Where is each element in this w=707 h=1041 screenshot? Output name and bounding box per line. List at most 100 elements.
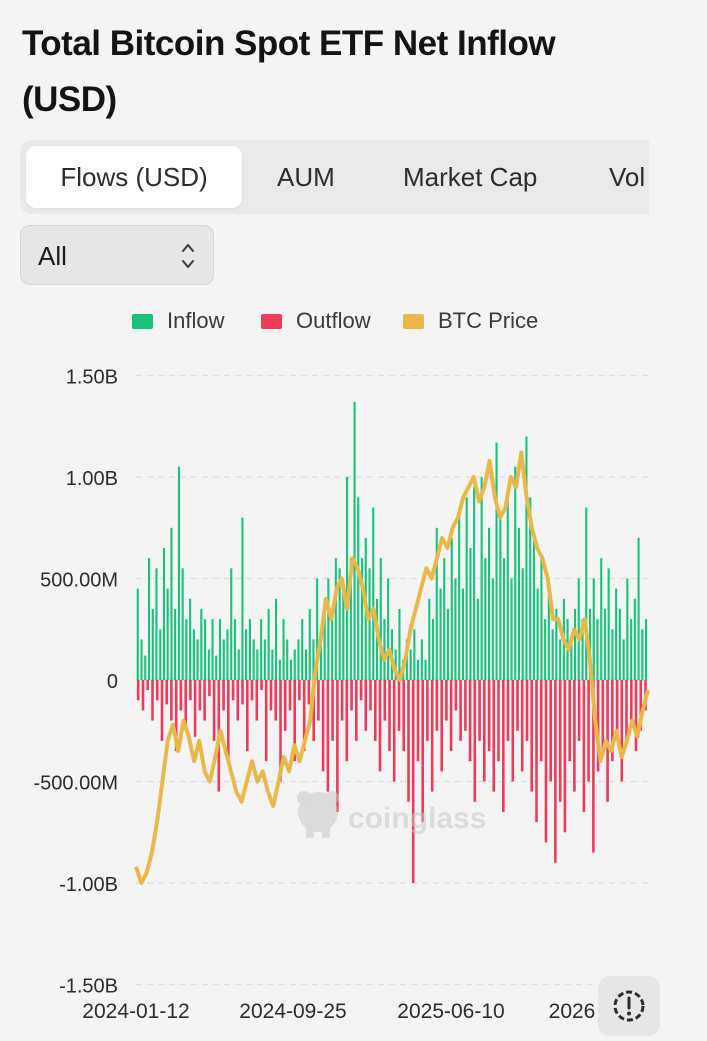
outflow-bar	[445, 680, 448, 721]
outflow-bar	[520, 680, 524, 772]
inflow-bar	[514, 466, 517, 680]
outflow-bar	[255, 680, 259, 721]
outflow-bar	[336, 680, 339, 812]
tab-flows-usd[interactable]: Flows (USD)	[26, 146, 242, 208]
inflow-bar	[551, 629, 554, 681]
inflow-bar	[159, 629, 162, 681]
inflow-bar	[233, 619, 236, 680]
outflow-bar	[411, 680, 415, 883]
inflow-bar	[275, 598, 278, 680]
inflow-bar	[196, 639, 199, 680]
outflow-bar	[611, 680, 614, 762]
alert-circle-icon	[613, 990, 645, 1022]
inflow-bar	[331, 619, 334, 680]
inflow-bar	[555, 608, 558, 680]
outflow-bar	[502, 680, 505, 812]
outflow-bar	[568, 680, 571, 762]
outflow-bar	[374, 680, 377, 741]
inflow-bar	[185, 619, 188, 680]
outflow-bar	[388, 680, 391, 752]
outflow-bar	[530, 680, 533, 792]
outflow-bar	[364, 680, 368, 731]
metric-tabs: Flows (USD) AUM Market Cap Vol	[20, 140, 649, 214]
legend-btc-price-label: BTC Price	[438, 308, 539, 333]
inflow-bar	[585, 507, 588, 680]
outflow-bar	[198, 680, 202, 711]
inflow-bar	[368, 568, 371, 680]
inflow-bar	[361, 558, 364, 680]
outflow-bar	[274, 680, 277, 721]
tab-volume[interactable]: Vol	[609, 162, 646, 192]
inflow-bar	[211, 619, 214, 680]
outflow-bar	[146, 680, 149, 691]
x-tick-label: 2025-06-10	[397, 1000, 504, 1023]
outflow-bar	[170, 680, 173, 721]
outflow-bar	[596, 680, 600, 772]
inflow-bar	[394, 649, 397, 680]
inflow-bar	[162, 548, 165, 680]
inflow-bar	[304, 649, 307, 680]
inflow-bar	[446, 608, 449, 680]
inflow-bar	[443, 558, 446, 680]
outflow-bar	[464, 680, 467, 731]
inflow-bar	[148, 558, 151, 680]
inflow-bar	[544, 619, 547, 680]
inflow-bar	[189, 598, 192, 680]
y-tick-label: 1.00B	[66, 468, 118, 490]
inflow-bar	[353, 401, 356, 680]
outflow-bar	[535, 680, 538, 823]
x-tick-label: 2024-01-12	[82, 1000, 189, 1023]
inflow-bar	[600, 558, 603, 680]
inflow-bar	[383, 619, 386, 680]
outflow-bar	[340, 680, 344, 721]
inflow-bar	[256, 649, 259, 680]
outflow-bar	[468, 680, 472, 762]
outflow-bar	[288, 680, 292, 711]
inflow-bar	[226, 629, 229, 681]
outflow-bar	[459, 680, 462, 741]
inflow-bar	[458, 507, 461, 680]
y-axis-ticks: 1.50B 1.00B 500.00M 0 -500.00M -1.00B -1.50B	[34, 367, 119, 998]
inflow-bar	[155, 568, 158, 680]
inflow-bar	[319, 629, 322, 681]
outflow-bar	[208, 680, 211, 697]
inflow-bar	[547, 578, 550, 680]
outflow-bar	[430, 680, 434, 792]
outflow-bar	[563, 680, 567, 833]
inflow-bar	[140, 639, 143, 680]
inflow-bar	[491, 578, 494, 680]
inflow-bar	[215, 655, 218, 680]
y-tick-label: -500.00M	[34, 773, 119, 795]
inflow-bar	[461, 588, 464, 680]
inflow-bar	[618, 608, 621, 680]
outflow-bar	[136, 680, 140, 701]
chart-title: Total Bitcoin Spot ETF Net Inflow (USD)	[22, 24, 556, 119]
inflow-bar	[570, 639, 573, 680]
tab-market-cap[interactable]: Market Cap	[403, 162, 538, 192]
outflow-bar	[179, 680, 183, 711]
inflow-bar	[323, 598, 326, 680]
inflow-bar	[177, 466, 180, 680]
inflow-bar	[282, 619, 285, 680]
outflow-bar	[615, 680, 619, 731]
outflow-bar	[378, 680, 382, 772]
outflow-bar	[392, 680, 396, 782]
legend-inflow-label: Inflow	[167, 308, 225, 333]
outflow-bar	[511, 680, 515, 782]
range-select[interactable]: All	[20, 225, 214, 285]
y-tick-label: 0	[107, 671, 118, 693]
range-select-value: All	[38, 241, 67, 271]
inflow-bar	[241, 517, 244, 680]
inflow-bar	[312, 639, 315, 680]
x-axis-ticks: 2024-01-12 2024-09-25 2025-06-10 2026	[82, 1000, 595, 1023]
outflow-bar	[241, 680, 244, 705]
btc-price-line	[134, 450, 650, 885]
inflow-bar	[615, 588, 618, 680]
help-button[interactable]	[598, 976, 660, 1036]
inflow-bar	[252, 639, 255, 680]
outflow-bar	[155, 680, 159, 701]
inflow-bar	[473, 487, 476, 680]
tab-aum[interactable]: AUM	[277, 162, 335, 192]
inflow-bar	[192, 629, 195, 681]
inflow-bar	[245, 629, 248, 681]
